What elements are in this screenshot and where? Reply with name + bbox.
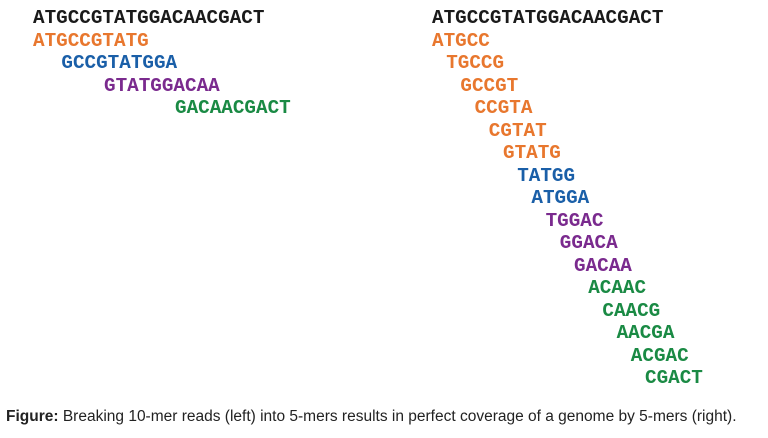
kmer-sequence: CGTAT: [488, 119, 547, 142]
kmer-sequence: ATGCC: [432, 29, 490, 52]
kmer-sequence: ACAAC: [588, 277, 647, 299]
kmer-sequence: TATGG: [517, 164, 576, 187]
kmer-sequence: TGGAC: [545, 209, 604, 232]
right-genome-sequence: ATGCCGTATGGACAACGACT: [432, 7, 664, 29]
kmer-sequence: GTATG: [503, 142, 561, 164]
kmer-sequence: CCGTA: [474, 97, 533, 119]
kmer-sequence: GCCGT: [460, 74, 519, 97]
caption-label: Figure:: [6, 408, 59, 425]
kmer-sequence: TGCCG: [446, 52, 505, 74]
read-sequence: GCCGTATGGA: [61, 52, 178, 74]
kmer-sequence: AACGA: [616, 322, 675, 344]
kmer-sequence: ACGAC: [630, 344, 689, 367]
kmer-sequence: GACAA: [574, 254, 632, 277]
figure-caption: Figure: Breaking 10-mer reads (left) int…: [6, 408, 737, 426]
caption-text: Breaking 10-mer reads (left) into 5-mers…: [58, 408, 737, 425]
kmer-sequence: CAACG: [602, 299, 661, 322]
read-sequence: GACAACGACT: [175, 97, 291, 119]
kmer-sequence: GGACA: [559, 232, 618, 254]
kmer-sequence: CGACT: [645, 367, 703, 389]
kmer-sequence: ATGGA: [531, 187, 590, 209]
read-sequence: ATGCCGTATG: [33, 29, 149, 52]
read-sequence: GTATGGACAA: [104, 74, 220, 97]
left-genome-sequence: ATGCCGTATGGACAACGACT: [33, 7, 265, 29]
